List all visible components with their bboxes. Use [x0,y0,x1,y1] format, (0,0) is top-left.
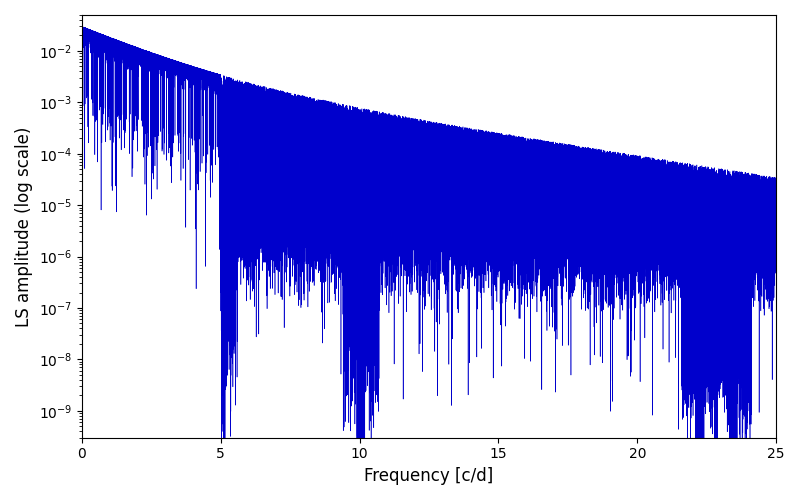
X-axis label: Frequency [c/d]: Frequency [c/d] [364,467,494,485]
Y-axis label: LS amplitude (log scale): LS amplitude (log scale) [15,126,33,326]
